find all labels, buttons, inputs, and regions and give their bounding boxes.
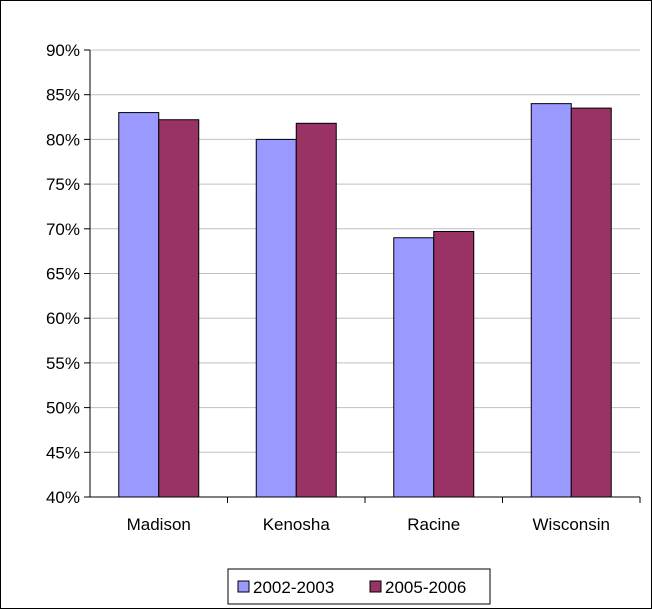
bars [118,103,612,498]
bar-racine-2005-2006 [433,230,475,498]
bar-madison-2002-2003 [118,112,160,498]
x-category-label: Racine [407,515,460,534]
legend-swatch [237,580,250,593]
y-tick-label: 85% [46,86,80,105]
y-tick-label: 55% [46,354,80,373]
y-tick-label: 45% [46,443,80,462]
x-axis-categories: Madison Kenosha Racine Wisconsin [127,497,641,534]
y-tick-label: 90% [46,41,80,60]
bar-madison-2005-2006 [158,119,200,498]
x-category-label: Madison [127,515,191,534]
y-tick-label: 50% [46,399,80,418]
y-tick-label: 40% [46,488,80,507]
legend-label: 2005-2006 [385,578,466,597]
bar-kenosha-2002-2003 [255,138,297,498]
bar-kenosha-2005-2006 [295,122,337,498]
legend-label: 2002-2003 [253,578,334,597]
y-tick-label: 75% [46,175,80,194]
bar-wisconsin-2002-2003 [530,103,572,498]
bar-racine-2002-2003 [393,237,435,498]
x-category-label: Kenosha [263,515,331,534]
x-category-label: Wisconsin [533,515,610,534]
y-tick-label: 80% [46,130,80,149]
y-tick-label: 70% [46,220,80,239]
legend-box [227,568,491,605]
legend-swatch [369,580,382,593]
y-tick-label: 65% [46,265,80,284]
y-axis-ticks: 40% 45% 50% 55% 60% 65% 70% 75% 80% 85% 90% [46,41,90,507]
bar-wisconsin-2005-2006 [570,107,612,498]
legend: 2002-2003 2005-2006 [227,568,491,605]
y-tick-label: 60% [46,309,80,328]
